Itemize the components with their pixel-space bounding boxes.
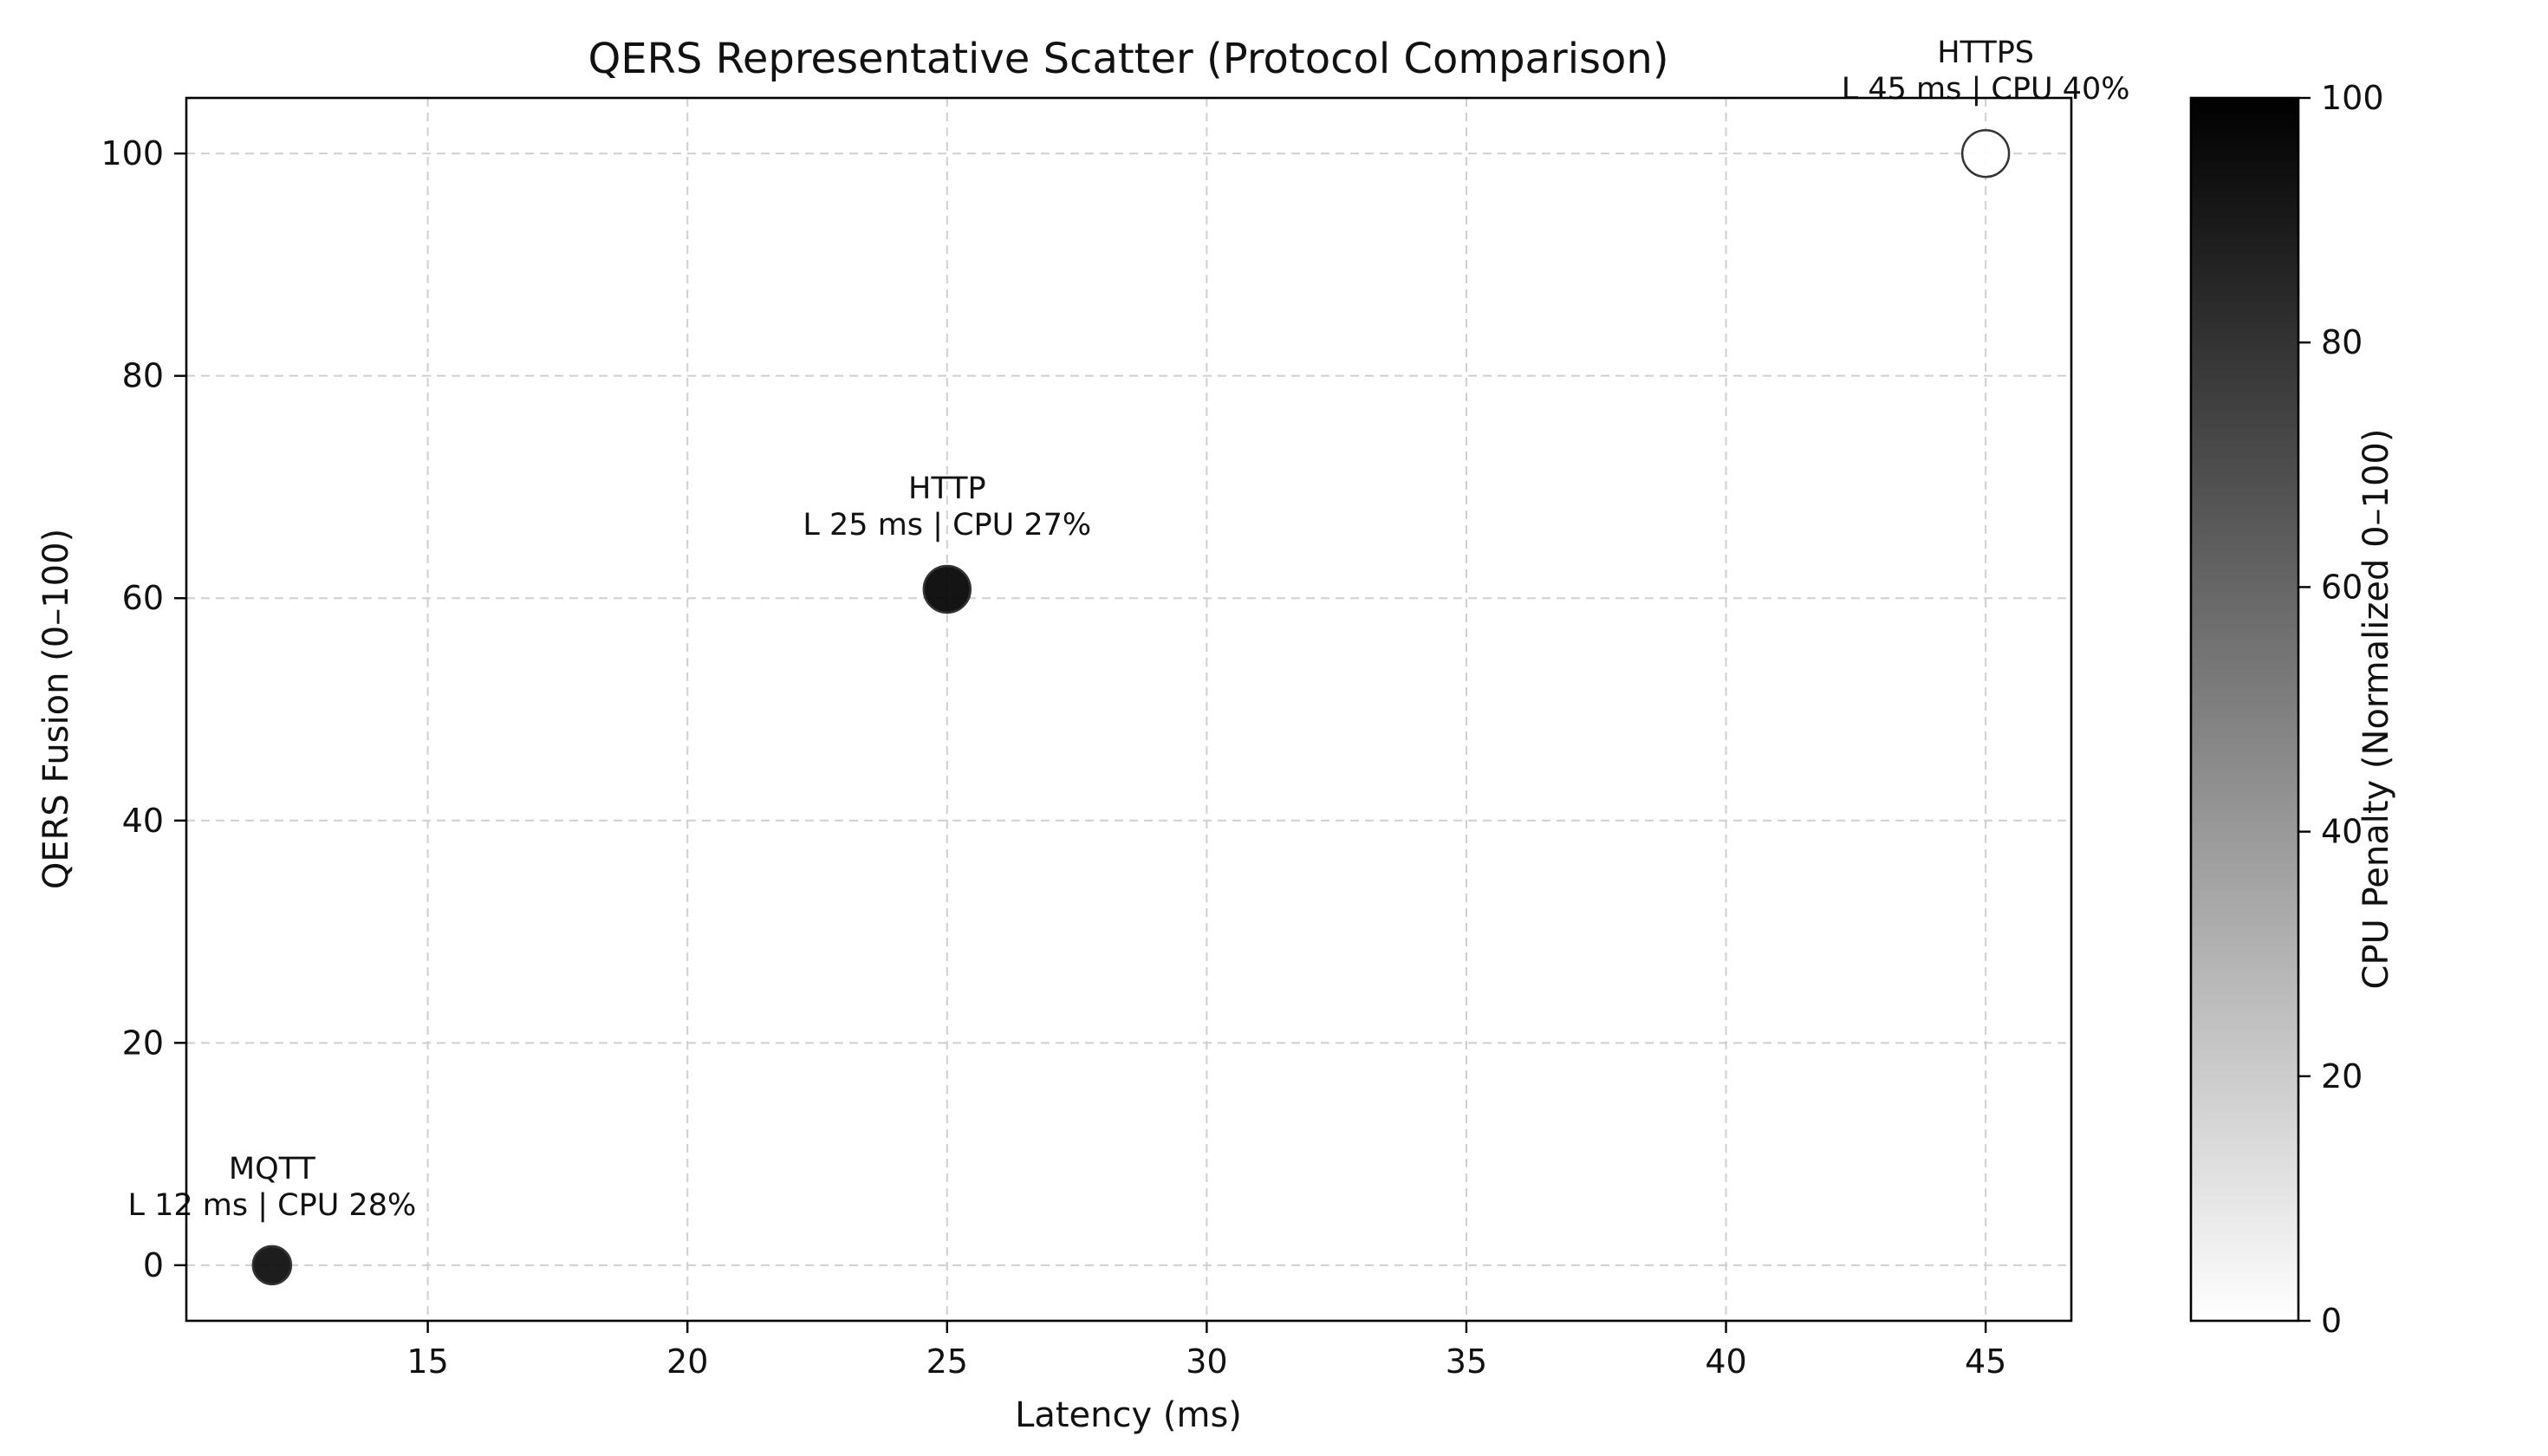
colorbar: 0 20 40 60 80 100 CPU Penalty (Normalized 0–1… xyxy=(2189,79,2396,1340)
annotation-https: L 45 ms | CPU 40%HTTPS xyxy=(1842,36,2130,107)
data-point-https xyxy=(1960,128,2011,179)
y-tick-label: 20 xyxy=(122,1024,164,1062)
x-tick-label: 35 xyxy=(1446,1342,1487,1381)
y-tick-label: 0 xyxy=(143,1246,164,1284)
x-axis-label: Latency (ms) xyxy=(1015,1395,1242,1435)
x-tick-label: 20 xyxy=(666,1342,708,1381)
y-tick-label: 100 xyxy=(101,134,164,172)
x-tick-label: 30 xyxy=(1186,1342,1227,1381)
colorbar-label: CPU Penalty (Normalized 0–100) xyxy=(2356,429,2396,990)
annotation-line: HTTPS xyxy=(1937,36,2034,70)
annotation-line: L 25 ms | CPU 27% xyxy=(803,508,1091,543)
x-axis-ticks: 15 20 25 30 35 40 45 xyxy=(406,1321,2006,1381)
colorbar-tick-label: 80 xyxy=(2321,323,2363,361)
plot-frame xyxy=(185,96,2073,1323)
x-tick-label: 45 xyxy=(1965,1342,2006,1381)
x-tick-label: 25 xyxy=(926,1342,968,1381)
chart-title: QERS Representative Scatter (Protocol Co… xyxy=(588,35,1668,83)
y-tick-label: 80 xyxy=(122,357,164,395)
colorbar-tick-label: 60 xyxy=(2321,568,2363,606)
y-axis-label: QERS Fusion (0–100) xyxy=(36,529,76,889)
data-point-mqtt xyxy=(251,1245,293,1286)
y-axis-ticks: 0 20 40 60 80 100 xyxy=(101,134,186,1284)
annotation-line: L 12 ms | CPU 28% xyxy=(127,1188,416,1223)
grid-lines xyxy=(186,98,2071,1321)
annotation-line: L 45 ms | CPU 40% xyxy=(1842,72,2130,107)
colorbar-tick-label: 40 xyxy=(2321,813,2363,851)
colorbar-gradient xyxy=(2191,98,2298,1321)
colorbar-tick-label: 0 xyxy=(2321,1302,2342,1340)
annotation-line: MQTT xyxy=(229,1152,316,1186)
annotation-http: L 25 ms | CPU 27%HTTP xyxy=(803,471,1091,543)
annotation-mqtt: L 12 ms | CPU 28%MQTT xyxy=(127,1152,416,1223)
x-tick-label: 40 xyxy=(1705,1342,1746,1381)
colorbar-tick-label: 20 xyxy=(2321,1057,2363,1095)
annotation-line: HTTP xyxy=(908,471,986,506)
data-point-http xyxy=(922,564,972,614)
y-tick-label: 60 xyxy=(122,579,164,617)
data-points xyxy=(251,128,2011,1286)
colorbar-frame xyxy=(2189,96,2300,1323)
colorbar-ticks: 0 20 40 60 80 100 xyxy=(2298,79,2384,1340)
x-tick-label: 15 xyxy=(406,1342,448,1381)
y-tick-label: 40 xyxy=(122,802,164,840)
colorbar-tick-label: 100 xyxy=(2321,79,2384,117)
